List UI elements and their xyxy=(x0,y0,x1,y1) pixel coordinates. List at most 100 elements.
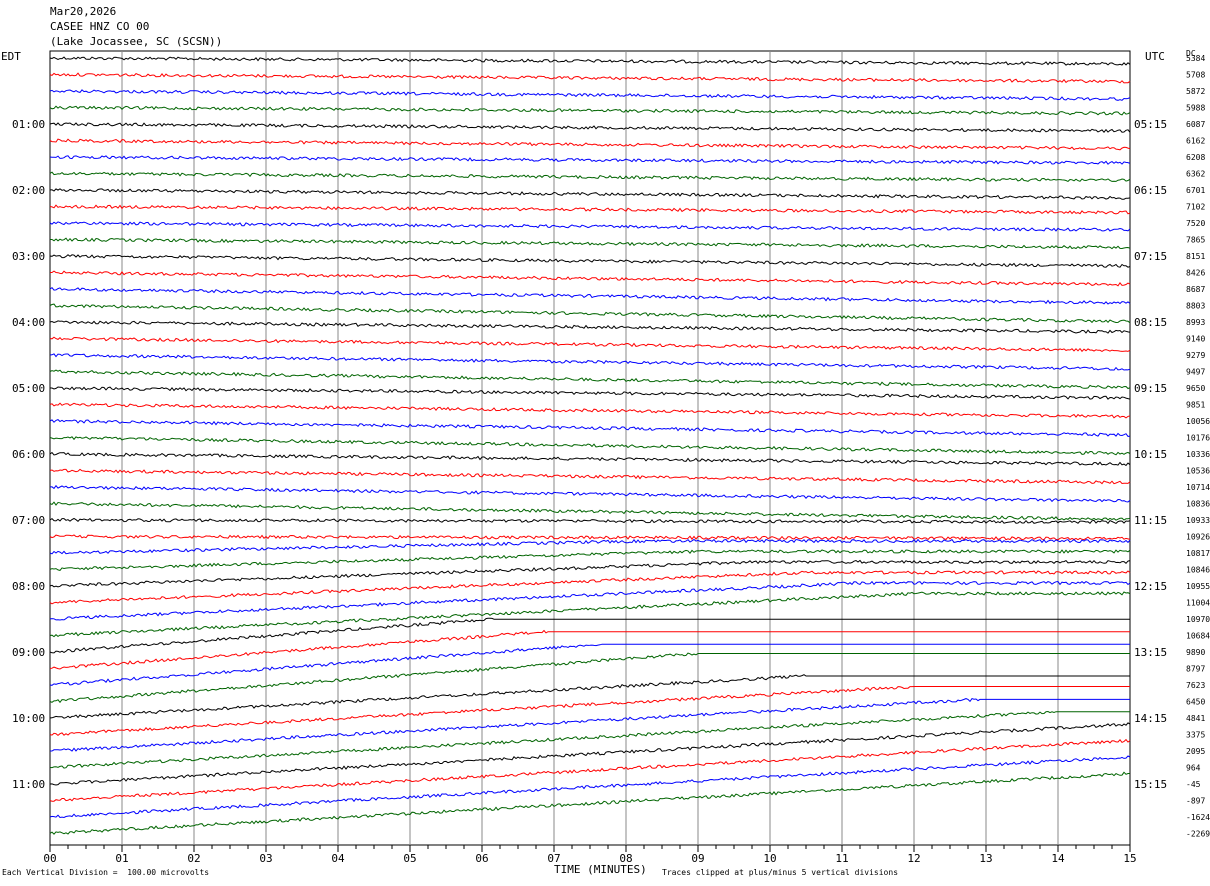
dc-offset-label: 8803 xyxy=(1186,302,1205,311)
location-label: (Lake Jocassee, SC (SCSN)) xyxy=(50,35,223,48)
seismic-trace xyxy=(49,105,1131,116)
dc-offset-label: 10056 xyxy=(1186,417,1210,426)
traces xyxy=(49,56,1131,835)
seismic-trace xyxy=(49,686,1130,737)
station-label: CASEE HNZ CO 00 xyxy=(50,20,150,33)
right-hour-label: 12:15 xyxy=(1134,580,1167,593)
right-hour-label: 06:15 xyxy=(1134,184,1167,197)
dc-offset-label: 10933 xyxy=(1186,516,1210,525)
seismic-trace xyxy=(49,155,1131,165)
dc-header-label: DC xyxy=(1186,49,1196,58)
x-tick-label: 06 xyxy=(475,852,488,865)
x-tick-label: 05 xyxy=(403,852,416,865)
dc-offset-label: 8151 xyxy=(1186,252,1205,261)
dc-offset-label: 10926 xyxy=(1186,533,1210,542)
scale-note: Each Vertical Division = 100.00 microvol… xyxy=(2,868,210,877)
seismic-trace xyxy=(49,320,1131,334)
dc-offset-labels: 5384 5708 5872 5988 6087 6162 6208 6362 6701 7102… xyxy=(1186,54,1210,839)
seismic-trace xyxy=(49,204,1131,215)
dc-offset-label: 9851 xyxy=(1186,401,1205,410)
seismic-trace xyxy=(49,138,1131,151)
seismic-trace xyxy=(49,353,1131,371)
clip-note: Traces clipped at plus/minus 5 vertical … xyxy=(662,868,899,877)
dc-offset-label: 10817 xyxy=(1186,549,1210,558)
dc-offset-label: 6450 xyxy=(1186,698,1205,707)
seismic-trace xyxy=(49,402,1131,419)
right-hour-label: 09:15 xyxy=(1134,382,1167,395)
seismic-trace xyxy=(49,643,1130,686)
dc-offset-label: 5988 xyxy=(1186,104,1205,113)
seismic-trace xyxy=(49,419,1131,437)
right-hour-labels: 05:15 06:15 07:15 08:15 09:15 10:15 11:15 12:15… xyxy=(1134,118,1167,791)
seismic-trace xyxy=(49,336,1131,353)
dc-offset-label: -1624 xyxy=(1186,813,1210,822)
left-hour-label: 03:00 xyxy=(12,250,45,263)
dc-offset-label: 10836 xyxy=(1186,500,1210,509)
dc-offset-label: 6362 xyxy=(1186,170,1205,179)
dc-offset-label: -897 xyxy=(1186,797,1205,806)
x-tick-label: 10 xyxy=(763,852,776,865)
left-hour-label: 05:00 xyxy=(12,382,45,395)
dc-offset-label: 7102 xyxy=(1186,203,1205,212)
seismic-trace xyxy=(49,72,1131,84)
x-tick-label: 02 xyxy=(187,852,200,865)
dc-offset-label: 2095 xyxy=(1186,747,1205,756)
right-hour-label: 14:15 xyxy=(1134,712,1167,725)
left-timezone-label: EDT xyxy=(1,50,21,63)
seismic-trace xyxy=(49,722,1131,786)
right-hour-label: 11:15 xyxy=(1134,514,1167,527)
dc-offset-label: 8797 xyxy=(1186,665,1205,674)
x-tick-label: 07 xyxy=(547,852,560,865)
seismic-trace xyxy=(49,56,1131,66)
x-tick-label: 11 xyxy=(835,852,848,865)
dc-offset-label: 7865 xyxy=(1186,236,1205,245)
x-tick-label: 00 xyxy=(43,852,56,865)
x-tick-label: 13 xyxy=(979,852,992,865)
seismic-trace xyxy=(49,591,1131,638)
seismic-trace xyxy=(49,674,1130,719)
seismic-trace xyxy=(49,538,1131,555)
seismic-trace xyxy=(49,303,1131,324)
right-hour-label: 10:15 xyxy=(1134,448,1167,461)
dc-offset-label: 8426 xyxy=(1186,269,1205,278)
seismic-trace xyxy=(49,570,1131,605)
dc-offset-label: 6208 xyxy=(1186,153,1205,162)
dc-offset-label: 10846 xyxy=(1186,566,1210,575)
seismic-trace xyxy=(49,549,1131,571)
dc-offset-label: 10684 xyxy=(1186,632,1210,641)
x-tick-label: 08 xyxy=(619,852,632,865)
seismic-trace xyxy=(49,559,1131,588)
dc-offset-label: 6162 xyxy=(1186,137,1205,146)
seismic-trace xyxy=(49,221,1131,232)
date-label: Mar20,2026 xyxy=(50,5,117,18)
seismic-trace xyxy=(49,468,1131,485)
seismic-trace xyxy=(49,254,1131,268)
seismic-trace xyxy=(50,237,1131,250)
left-hour-labels: 01:00 02:00 03:00 04:00 05:00 06:00 07:00 08:00… xyxy=(12,118,45,791)
dc-offset-label: -2269 xyxy=(1186,830,1210,839)
seismic-trace xyxy=(49,517,1131,525)
seismic-trace xyxy=(49,451,1131,467)
seismic-trace xyxy=(49,617,1130,654)
seismic-trace xyxy=(50,270,1131,287)
x-tick-label: 14 xyxy=(1051,852,1065,865)
left-hour-label: 01:00 xyxy=(12,118,45,131)
x-axis-title: TIME (MINUTES) xyxy=(554,863,647,876)
dc-offset-label: 9650 xyxy=(1186,384,1205,393)
dc-offset-label: 6087 xyxy=(1186,120,1205,129)
seismic-trace xyxy=(50,386,1131,400)
left-hour-label: 08:00 xyxy=(12,580,45,593)
dc-offset-label: 3375 xyxy=(1186,731,1205,740)
right-hour-label: 08:15 xyxy=(1134,316,1167,329)
dc-offset-label: 10536 xyxy=(1186,467,1210,476)
seismic-trace xyxy=(49,755,1131,819)
right-hour-label: 07:15 xyxy=(1134,250,1167,263)
left-hour-label: 11:00 xyxy=(12,778,45,791)
seismic-trace xyxy=(49,89,1131,101)
dc-offset-label: -45 xyxy=(1186,780,1201,789)
x-tick-label: 03 xyxy=(259,852,272,865)
right-hour-label: 13:15 xyxy=(1134,646,1167,659)
seismic-trace xyxy=(50,698,1130,752)
left-hour-label: 07:00 xyxy=(12,514,45,527)
